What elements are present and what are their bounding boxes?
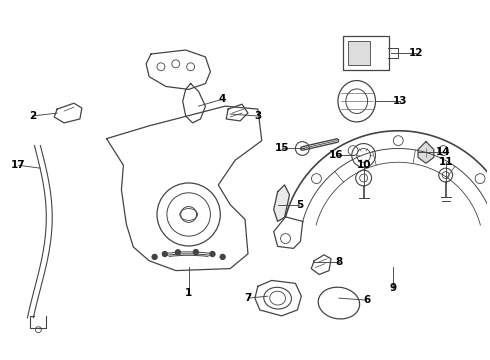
- FancyBboxPatch shape: [348, 41, 369, 65]
- Text: 1: 1: [185, 288, 192, 298]
- Text: 11: 11: [439, 157, 453, 167]
- Text: 4: 4: [219, 94, 226, 104]
- Text: 13: 13: [393, 96, 408, 106]
- Circle shape: [152, 255, 157, 259]
- Text: 12: 12: [409, 48, 423, 58]
- Text: 9: 9: [390, 283, 397, 293]
- Circle shape: [162, 252, 167, 256]
- Circle shape: [175, 250, 180, 255]
- Circle shape: [220, 255, 225, 259]
- Text: 8: 8: [335, 257, 343, 267]
- Circle shape: [194, 249, 198, 255]
- Polygon shape: [274, 185, 290, 221]
- Circle shape: [210, 252, 215, 256]
- Polygon shape: [418, 141, 434, 163]
- Text: 10: 10: [356, 160, 371, 170]
- Text: 3: 3: [254, 111, 262, 121]
- Text: 7: 7: [245, 293, 252, 303]
- Text: 2: 2: [29, 111, 36, 121]
- Text: 16: 16: [329, 150, 343, 161]
- Text: 17: 17: [11, 160, 26, 170]
- Text: 5: 5: [296, 199, 303, 210]
- Text: 6: 6: [363, 295, 370, 305]
- Text: 14: 14: [436, 148, 450, 157]
- Text: 15: 15: [274, 144, 289, 153]
